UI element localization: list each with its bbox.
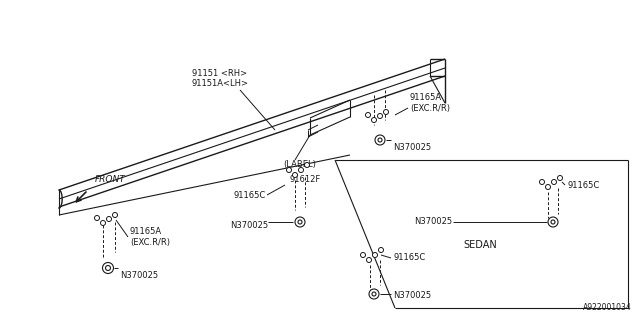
Circle shape xyxy=(298,167,303,172)
Circle shape xyxy=(378,247,383,252)
Circle shape xyxy=(540,180,545,185)
Circle shape xyxy=(552,180,557,185)
Circle shape xyxy=(548,217,558,227)
Circle shape xyxy=(365,113,371,117)
Text: SEDAN: SEDAN xyxy=(463,240,497,250)
Text: N370025: N370025 xyxy=(393,291,431,300)
Circle shape xyxy=(305,163,310,167)
Circle shape xyxy=(102,262,113,274)
Text: 91612F: 91612F xyxy=(289,175,321,184)
Circle shape xyxy=(367,258,371,262)
Circle shape xyxy=(369,289,379,299)
Text: 91165C: 91165C xyxy=(234,190,266,199)
Circle shape xyxy=(292,172,298,178)
Circle shape xyxy=(287,167,291,172)
Circle shape xyxy=(372,252,378,258)
Text: N370025: N370025 xyxy=(230,220,268,229)
Text: (LABEL): (LABEL) xyxy=(284,160,316,169)
Text: FRONT: FRONT xyxy=(95,175,125,184)
Text: 91165A
(EXC.R/R): 91165A (EXC.R/R) xyxy=(410,93,450,113)
Text: N370025: N370025 xyxy=(393,142,431,151)
Text: 91165C: 91165C xyxy=(393,253,425,262)
Circle shape xyxy=(371,117,376,123)
Circle shape xyxy=(295,217,305,227)
Circle shape xyxy=(375,135,385,145)
Text: N370025: N370025 xyxy=(120,271,158,281)
Text: 91165C: 91165C xyxy=(567,180,599,189)
Text: N370025: N370025 xyxy=(414,218,452,227)
Circle shape xyxy=(383,109,388,115)
Text: A922001034: A922001034 xyxy=(583,303,632,312)
Circle shape xyxy=(557,175,563,180)
Circle shape xyxy=(378,114,383,118)
Circle shape xyxy=(545,185,550,189)
Circle shape xyxy=(106,217,111,221)
Circle shape xyxy=(113,212,118,218)
Circle shape xyxy=(95,215,99,220)
Text: 91151 <RH>
91151A<LH>: 91151 <RH> 91151A<LH> xyxy=(191,68,248,88)
Circle shape xyxy=(360,252,365,258)
Circle shape xyxy=(100,220,106,226)
Text: 91165A
(EXC.R/R): 91165A (EXC.R/R) xyxy=(130,227,170,247)
